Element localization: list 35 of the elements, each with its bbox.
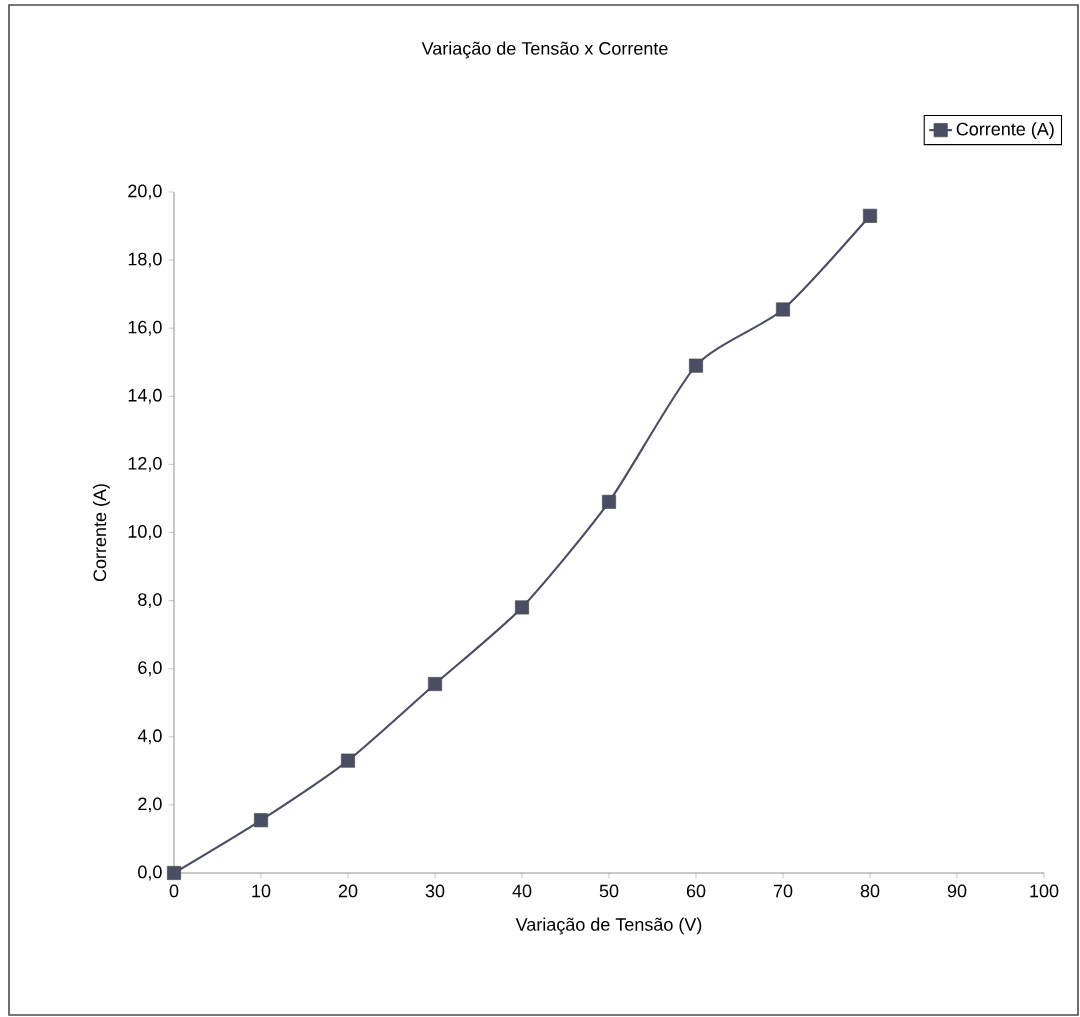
- legend-label: Corrente (A): [956, 122, 1054, 139]
- x-tick-label: 70: [773, 884, 793, 898]
- point: [689, 358, 704, 373]
- x-tick-label: 30: [425, 884, 445, 898]
- y-tick-label: 8,0: [138, 593, 162, 609]
- y-tick-label: 4,0: [137, 729, 162, 745]
- y-tick-label: 12,0: [128, 456, 162, 472]
- point: [341, 753, 356, 768]
- y-tick-label: 2,0: [138, 797, 162, 813]
- chart-title: Variação de Tensão x Corrente: [421, 41, 668, 59]
- x-axis-title: Variação de Tensão (V): [515, 917, 702, 935]
- y-tick-label: 16,0: [128, 320, 162, 336]
- y-tick-label: 18,0: [128, 252, 162, 268]
- x-tick-label: 60: [686, 884, 706, 898]
- point: [428, 677, 443, 692]
- x-tick-label: 50: [599, 884, 619, 898]
- y-tick-label: 20,0: [128, 184, 162, 200]
- point: [515, 600, 530, 615]
- y-tick-label: 0,0: [138, 865, 162, 881]
- point: [776, 302, 791, 317]
- point: [167, 865, 182, 881]
- x-tick-label: 0: [169, 884, 179, 898]
- point: [602, 494, 617, 509]
- point: [863, 208, 878, 223]
- x-tick-label: 40: [512, 884, 532, 898]
- y-axis-title: Corrente (A): [93, 484, 110, 582]
- x-tick-label: 80: [860, 884, 880, 898]
- x-tick-label: 100: [1030, 884, 1059, 898]
- y-tick-label: 10,0: [128, 525, 162, 540]
- y-tick-label: 6,0: [138, 661, 162, 677]
- point: [254, 813, 269, 828]
- x-tick-label: 90: [947, 884, 967, 898]
- x-tick-label: 20: [338, 884, 358, 898]
- y-tick-label: 14,0: [128, 388, 162, 404]
- x-tick-label: 10: [252, 884, 271, 898]
